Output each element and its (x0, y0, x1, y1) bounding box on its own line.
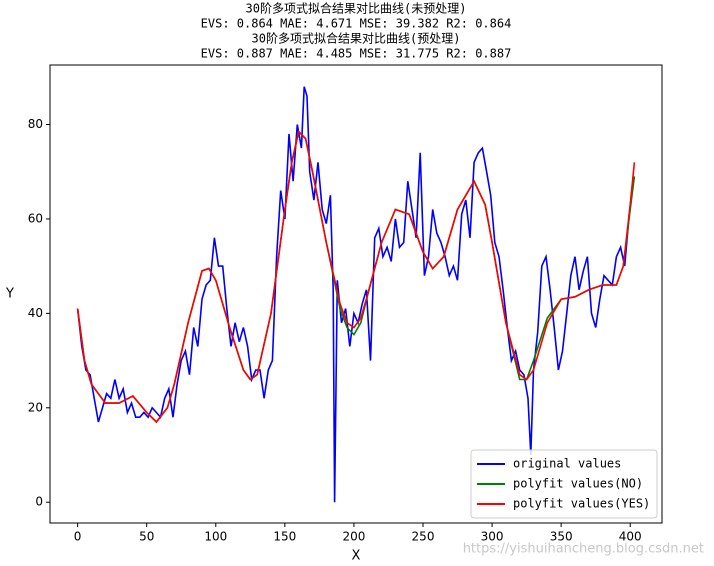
legend-label: polyfit values(YES) (513, 497, 650, 511)
legend-label: polyfit values(NO) (513, 477, 643, 491)
x-tick-label: 250 (412, 530, 435, 544)
x-tick-label: 200 (342, 530, 365, 544)
y-axis-label: Y (5, 287, 14, 302)
legend-label: original values (513, 457, 621, 471)
x-tick-label: 350 (550, 530, 573, 544)
y-tick-label: 20 (28, 400, 43, 414)
chart-title: 30阶多项式拟合结果对比曲线(预处理) (252, 31, 461, 46)
y-tick-label: 40 (28, 306, 43, 320)
data-line (76, 129, 636, 424)
chart-title: 30阶多项式拟合结果对比曲线(未预处理) (246, 1, 467, 16)
x-axis-label: X (352, 549, 361, 564)
x-tick-label: 400 (619, 530, 642, 544)
y-tick-label: 0 (35, 495, 43, 509)
x-tick-label: 0 (74, 530, 82, 544)
chart-title: EVS: 0.864 MAE: 4.671 MSE: 39.382 R2: 0.… (201, 17, 512, 31)
y-tick-label: 60 (28, 211, 43, 225)
plot-frame (49, 64, 663, 524)
x-tick-label: 150 (273, 530, 296, 544)
x-tick-label: 300 (481, 530, 504, 544)
legend-box (470, 449, 658, 519)
watermark: https://yishuihancheng.blog.csdn.net (463, 542, 704, 557)
x-tick-label: 50 (139, 530, 154, 544)
y-tick-label: 80 (28, 117, 43, 131)
x-tick-label: 100 (204, 530, 227, 544)
data-line (76, 86, 634, 503)
chart-title: EVS: 0.887 MAE: 4.485 MSE: 31.775 R2: 0.… (201, 47, 512, 61)
data-line (76, 129, 636, 424)
